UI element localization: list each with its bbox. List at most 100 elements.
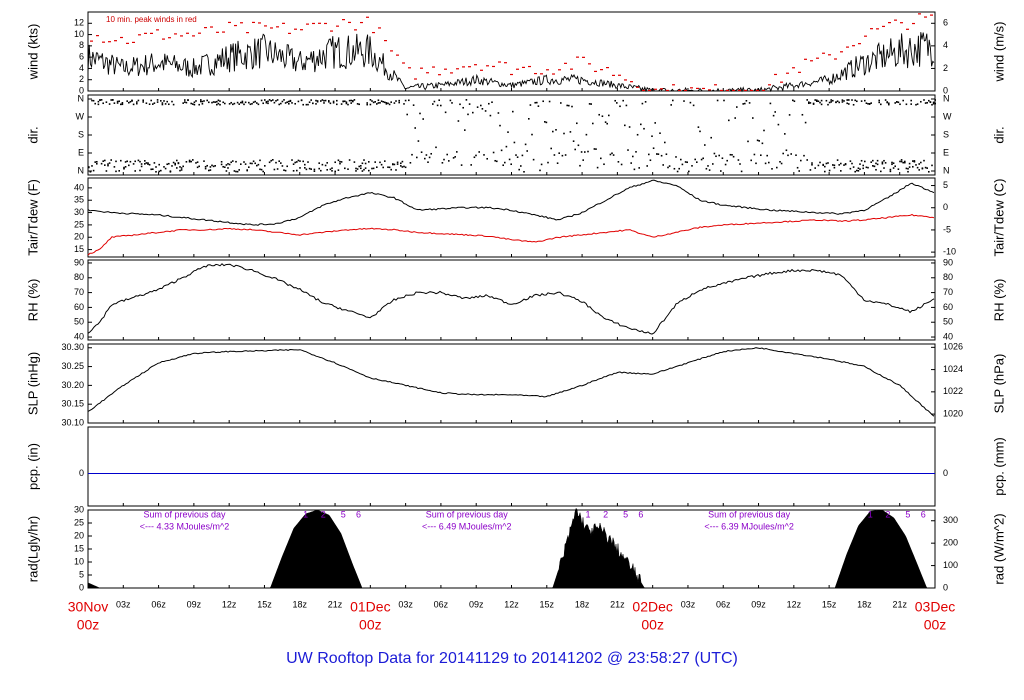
wind-direction-point: [350, 102, 352, 104]
wind-direction-point: [364, 162, 367, 165]
wind-direction-point: [182, 165, 184, 168]
wind-direction-point: [227, 167, 229, 169]
wind-direction-point: [694, 158, 696, 161]
wind-direction-point: [369, 99, 372, 101]
wind-direction-point: [108, 162, 111, 164]
wind-direction-point: [113, 102, 116, 104]
wind-direction-point: [105, 170, 108, 172]
wind-direction-point: [353, 161, 356, 163]
wind-direction-point: [916, 103, 919, 105]
wind-direction-point: [574, 148, 576, 151]
wind-direction-point: [532, 158, 535, 161]
radiation-hour-mark: 2: [321, 509, 326, 519]
wind-direction-point: [379, 101, 381, 104]
wind-direction-point: [550, 147, 552, 150]
wind-direction-point: [411, 153, 413, 156]
wind-direction-point: [384, 101, 386, 104]
wind-direction-point: [905, 103, 908, 106]
wind-direction-point: [144, 163, 146, 165]
wind-direction-point: [180, 169, 183, 171]
wind-direction-point: [672, 99, 674, 102]
wind-direction-point: [836, 100, 839, 103]
wind-direction-point: [835, 101, 837, 103]
wind-direction-point: [572, 140, 575, 142]
wind-direction-point: [376, 103, 378, 105]
wind-direction-point: [385, 102, 388, 104]
wind-direction-point: [246, 169, 248, 172]
wind-direction-point: [526, 150, 528, 152]
wind-direction-point: [409, 161, 412, 164]
wind-direction-point: [472, 111, 474, 114]
wind-direction-point: [352, 100, 354, 103]
wind-direction-point: [934, 99, 936, 101]
wind-direction-point: [841, 101, 844, 103]
wind-direction-point: [576, 122, 578, 125]
wind-direction-point: [712, 163, 714, 165]
wind-direction-point: [848, 99, 850, 101]
wind-direction-point: [230, 161, 232, 164]
wind-direction-point: [284, 169, 287, 172]
rad-tick-label-left: 10: [74, 556, 84, 566]
wind-peak-annotation: 10 min. peak winds in red: [106, 15, 197, 24]
wind-direction-point: [200, 100, 202, 103]
wind-direction-point: [779, 160, 781, 163]
wind-direction-point: [668, 165, 671, 167]
radiation-hour-mark: 5: [623, 509, 628, 519]
wind-direction-point: [430, 152, 432, 155]
dir-tick-label-left: N: [78, 165, 85, 175]
wind-direction-point: [843, 164, 845, 166]
wind-direction-point: [400, 165, 402, 167]
wind-direction-point: [224, 102, 226, 105]
wind-direction-point: [203, 160, 205, 162]
wind-direction-point: [121, 103, 124, 106]
wind-direction-point: [884, 162, 887, 164]
rh-tick-label-right: 50: [943, 317, 953, 327]
wind-direction-point: [875, 168, 877, 171]
temp-tick-label-right: 0: [943, 202, 948, 212]
wind-direction-point: [707, 165, 709, 167]
wind-direction-point: [470, 164, 472, 166]
radiation-sum-value: <--- 6.49 MJoules/m^2: [422, 521, 512, 531]
wind-direction-point: [692, 104, 695, 107]
wind-tick-label-right: 0: [943, 85, 948, 95]
wind-direction-point: [304, 163, 306, 166]
wind-direction-point: [398, 99, 400, 102]
wind-direction-point: [848, 103, 850, 105]
wind-direction-point: [561, 154, 564, 157]
x-hour-label: 06z: [434, 599, 449, 609]
wind-tick-label-left: 12: [74, 18, 84, 28]
wind-direction-point: [211, 101, 213, 104]
wind-direction-point: [180, 167, 183, 169]
wind-direction-point: [739, 163, 741, 165]
wind-direction-point: [888, 103, 890, 106]
wind-direction-point: [296, 161, 298, 163]
rh-panel-frame: [87, 259, 936, 341]
wind-direction-point: [286, 165, 288, 168]
wind-direction-point: [828, 101, 831, 104]
wind-direction-point: [625, 104, 628, 107]
wind-direction-point: [820, 99, 823, 102]
wind-direction-point: [342, 100, 344, 103]
wind-direction-point: [96, 160, 98, 163]
wind-direction-point: [302, 160, 304, 163]
wind-direction-point: [265, 100, 268, 103]
wind-direction-point: [713, 152, 716, 155]
wind-direction-point: [315, 99, 317, 102]
wind-direction-point: [867, 102, 869, 105]
wind-direction-point: [358, 103, 360, 106]
wind-direction-point: [344, 167, 346, 170]
wind-direction-point: [267, 100, 269, 103]
wind-direction-point: [582, 159, 584, 161]
wind-direction-point: [100, 162, 103, 165]
wind-direction-point: [513, 141, 516, 144]
wind-direction-point: [860, 100, 863, 102]
wind-direction-point: [164, 167, 167, 170]
wind-direction-point: [382, 100, 384, 103]
wind-direction-point: [115, 170, 117, 173]
wind-direction-point: [867, 166, 869, 169]
wind-direction-point: [396, 161, 399, 164]
wind-direction-point: [795, 154, 797, 156]
wind-direction-point: [718, 154, 720, 157]
wind-direction-point: [380, 163, 383, 166]
wind-direction-point: [307, 161, 309, 163]
